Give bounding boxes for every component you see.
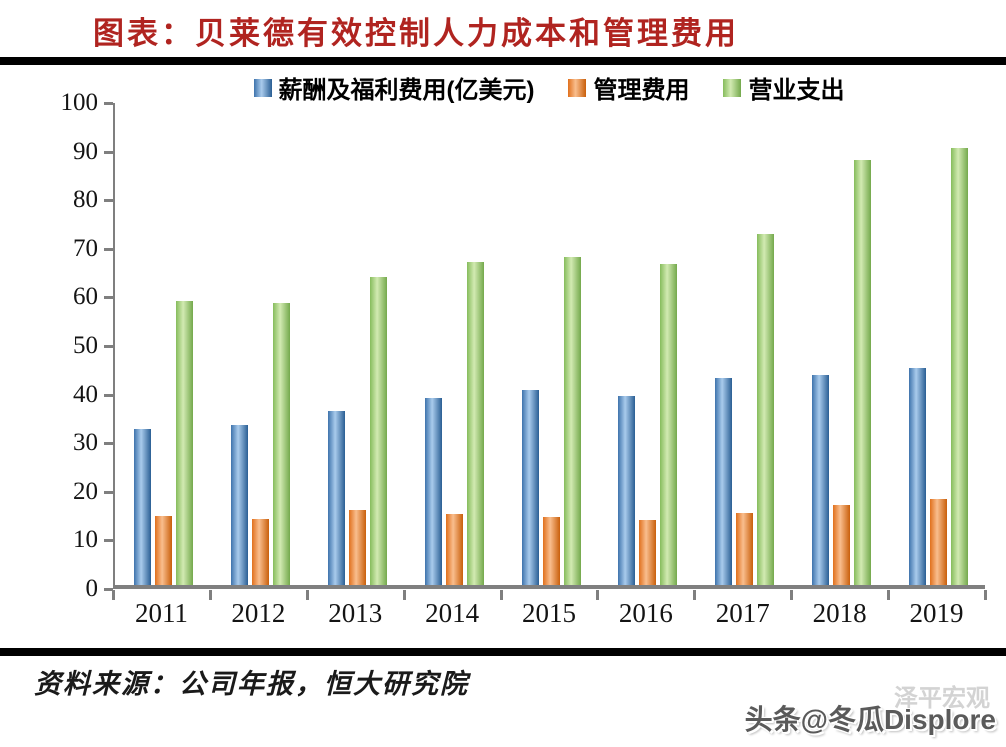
bar-2013-series-2 (369, 276, 387, 585)
y-axis-tick-label: 20 (73, 477, 98, 505)
legend-swatch-orange-icon (568, 78, 587, 97)
x-axis-category-label: 2013 (328, 598, 383, 628)
bar-2016-series-1 (639, 520, 657, 585)
bar-2019-series-2 (951, 147, 969, 585)
x-axis-tick-mark (693, 590, 697, 600)
bar-2017-series-0 (715, 377, 733, 585)
x-axis-tick-mark (208, 590, 212, 600)
x-axis-tick-mark (790, 590, 794, 600)
bar-2015-series-1 (542, 516, 560, 585)
legend-label-operating-expense: 营业支出 (748, 77, 845, 104)
y-axis-tick-label: 90 (73, 137, 98, 165)
bar-2019-series-0 (909, 368, 927, 585)
bar-2016-series-2 (660, 264, 678, 585)
bar-2014-series-2 (466, 262, 484, 585)
x-axis-category-label: 2011 (134, 598, 188, 628)
bar-2013-series-0 (327, 410, 345, 585)
y-axis-tick-label: 50 (73, 332, 98, 359)
bar-2011-series-0 (133, 428, 151, 585)
x-axis-tick-mark (984, 590, 987, 600)
plot-area (113, 103, 985, 589)
legend-item-admin-expense: 管理费用 (568, 70, 689, 105)
bar-2013-series-1 (348, 509, 366, 585)
bar-2011-series-1 (154, 516, 172, 585)
bar-2012-series-2 (272, 302, 290, 585)
bar-2019-series-1 (930, 498, 948, 585)
source-attribution: 资料来源：公司年报，恒大研究院 (34, 669, 469, 699)
chart-legend: 薪酬及福利费用(亿美元) 管理费用 营业支出 (113, 70, 985, 105)
bar-2017-series-2 (757, 234, 775, 585)
y-axis-tick-label: 60 (73, 283, 98, 311)
y-axis-tick-label: 100 (60, 89, 99, 116)
x-axis-tick-mark (305, 590, 309, 600)
x-axis-category-label: 2015 (521, 598, 576, 628)
legend-item-operating-expense: 营业支出 (723, 70, 844, 105)
bar-2018-series-2 (854, 160, 872, 585)
y-axis-tick-mark (104, 150, 113, 154)
y-axis-tick-label: 40 (73, 380, 98, 408)
y-axis-tick-mark (104, 539, 113, 543)
x-axis-category-label: 2016 (618, 598, 673, 628)
y-axis-tick-mark (104, 247, 113, 251)
y-axis-tick-mark (104, 393, 113, 397)
bar-2018-series-1 (833, 505, 851, 585)
y-axis-tick-mark (104, 490, 113, 494)
y-axis-tick-label: 80 (73, 186, 98, 214)
y-axis-tick-label: 0 (85, 575, 99, 602)
bar-2015-series-2 (563, 256, 581, 585)
y-axis-tick-mark (104, 345, 113, 348)
bottom-divider-rule (0, 648, 1006, 656)
legend-label-compensation: 薪酬及福利费用(亿美元) (278, 77, 535, 104)
x-axis-category-label: 2017 (715, 598, 770, 628)
bar-2014-series-1 (445, 513, 463, 585)
y-axis-tick-mark (104, 442, 113, 446)
x-axis-category-label: 2019 (909, 598, 964, 628)
x-axis-tick-mark (402, 590, 406, 600)
bar-2012-series-1 (251, 518, 269, 585)
bar-2015-series-0 (521, 390, 539, 585)
y-axis-tick-mark (104, 102, 113, 105)
bar-2011-series-2 (175, 301, 193, 585)
top-divider-rule (0, 57, 1006, 65)
bar-2017-series-1 (736, 512, 754, 585)
y-axis-tick-label: 10 (73, 526, 98, 554)
x-axis-category-label: 2014 (425, 598, 480, 628)
bar-2016-series-0 (618, 395, 636, 585)
y-axis-tick-mark (104, 296, 113, 300)
x-axis-tick-mark (112, 590, 115, 600)
x-axis-category-label: 2018 (812, 598, 867, 628)
legend-swatch-green-icon (723, 78, 742, 97)
x-axis-tick-mark (596, 590, 600, 600)
bar-2012-series-0 (230, 424, 248, 585)
watermark-zeping-macro: 泽平宏观 (894, 685, 990, 712)
x-axis-tick-mark (499, 590, 503, 600)
legend-label-admin-expense: 管理费用 (593, 77, 690, 104)
x-axis-tick-mark (887, 590, 891, 600)
bar-2014-series-0 (424, 397, 442, 585)
y-axis-tick-mark (104, 588, 113, 591)
chart-title: 图表：贝莱德有效控制人力成本和管理费用 (93, 16, 739, 51)
y-axis-tick-label: 70 (73, 234, 98, 262)
x-axis-category-label: 2012 (231, 598, 286, 628)
bar-2018-series-0 (812, 375, 830, 585)
y-axis-tick-mark (104, 199, 113, 203)
legend-swatch-blue-icon (253, 78, 272, 97)
y-axis-tick-label: 30 (73, 429, 98, 457)
watermark-toutiao-account: 头条@冬瓜Displore (744, 704, 996, 735)
legend-item-compensation: 薪酬及福利费用(亿美元) (253, 70, 535, 105)
